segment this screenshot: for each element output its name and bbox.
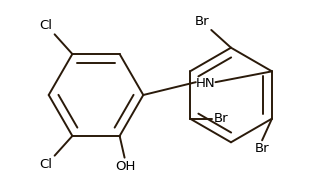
Text: Cl: Cl bbox=[40, 158, 52, 171]
Text: OH: OH bbox=[115, 160, 136, 173]
Text: Br: Br bbox=[195, 15, 209, 28]
Text: HN: HN bbox=[196, 77, 215, 90]
Text: Cl: Cl bbox=[40, 19, 52, 32]
Text: Br: Br bbox=[214, 112, 228, 125]
Text: Br: Br bbox=[255, 142, 269, 155]
